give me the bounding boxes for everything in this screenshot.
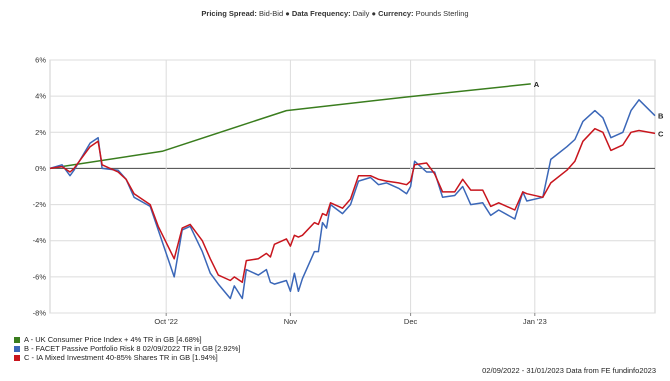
legend-label: A - UK Consumer Price Index + 4% TR in G… [24, 335, 202, 344]
y-tick-label: -8% [33, 309, 47, 318]
legend-label: C - IA Mixed Investment 40-85% Shares TR… [24, 353, 218, 362]
x-tick-label: Dec [404, 317, 418, 326]
y-tick-label: 0% [35, 164, 46, 173]
legend-swatch [14, 336, 20, 343]
legend-entry: C - IA Mixed Investment 40-85% Shares TR… [14, 353, 241, 362]
legend-label: B - FACET Passive Portfolio Risk 8 02/09… [24, 344, 241, 353]
x-tick-label: Jan '23 [523, 317, 547, 326]
plot-area [49, 59, 656, 314]
series-end-label-a: A [534, 80, 540, 89]
y-tick-label: 4% [35, 92, 46, 101]
separator-dot: ● [371, 9, 377, 18]
series-line-c [49, 127, 656, 284]
legend-swatch [14, 345, 20, 352]
series-end-label-b: B [658, 112, 664, 121]
chart-subtitle: Pricing Spread: Bid-Bid ● Data Frequency… [0, 9, 670, 18]
y-tick-label: 2% [35, 128, 46, 137]
legend-entry: A - UK Consumer Price Index + 4% TR in G… [14, 335, 241, 344]
y-tick-label: -6% [33, 272, 47, 281]
series-line-a [49, 83, 531, 170]
x-tick-label: Oct '22 [154, 317, 178, 326]
chart-legend: A - UK Consumer Price Index + 4% TR in G… [14, 335, 241, 362]
currency-label: Currency: [378, 9, 414, 18]
x-tick-label: Nov [284, 317, 298, 326]
data-frequency-label: Data Frequency: [291, 9, 351, 18]
pricing-spread-label: Pricing Spread: [201, 9, 257, 18]
legend-entry: B - FACET Passive Portfolio Risk 8 02/09… [14, 344, 241, 353]
y-tick-label: 6% [35, 56, 46, 65]
y-tick-label: -2% [33, 200, 47, 209]
legend-swatch [14, 354, 20, 361]
series-end-label-c: C [658, 129, 664, 138]
data-frequency-value: Daily [352, 9, 370, 18]
pricing-spread-value: Bid-Bid [258, 9, 284, 18]
y-tick-label: -4% [33, 236, 47, 245]
currency-value: Pounds Sterling [415, 9, 469, 18]
series-line-b [49, 99, 656, 300]
date-range-footer: 02/09/2022 - 31/01/2023 Data from FE fun… [482, 366, 656, 375]
separator-dot: ● [285, 9, 290, 18]
